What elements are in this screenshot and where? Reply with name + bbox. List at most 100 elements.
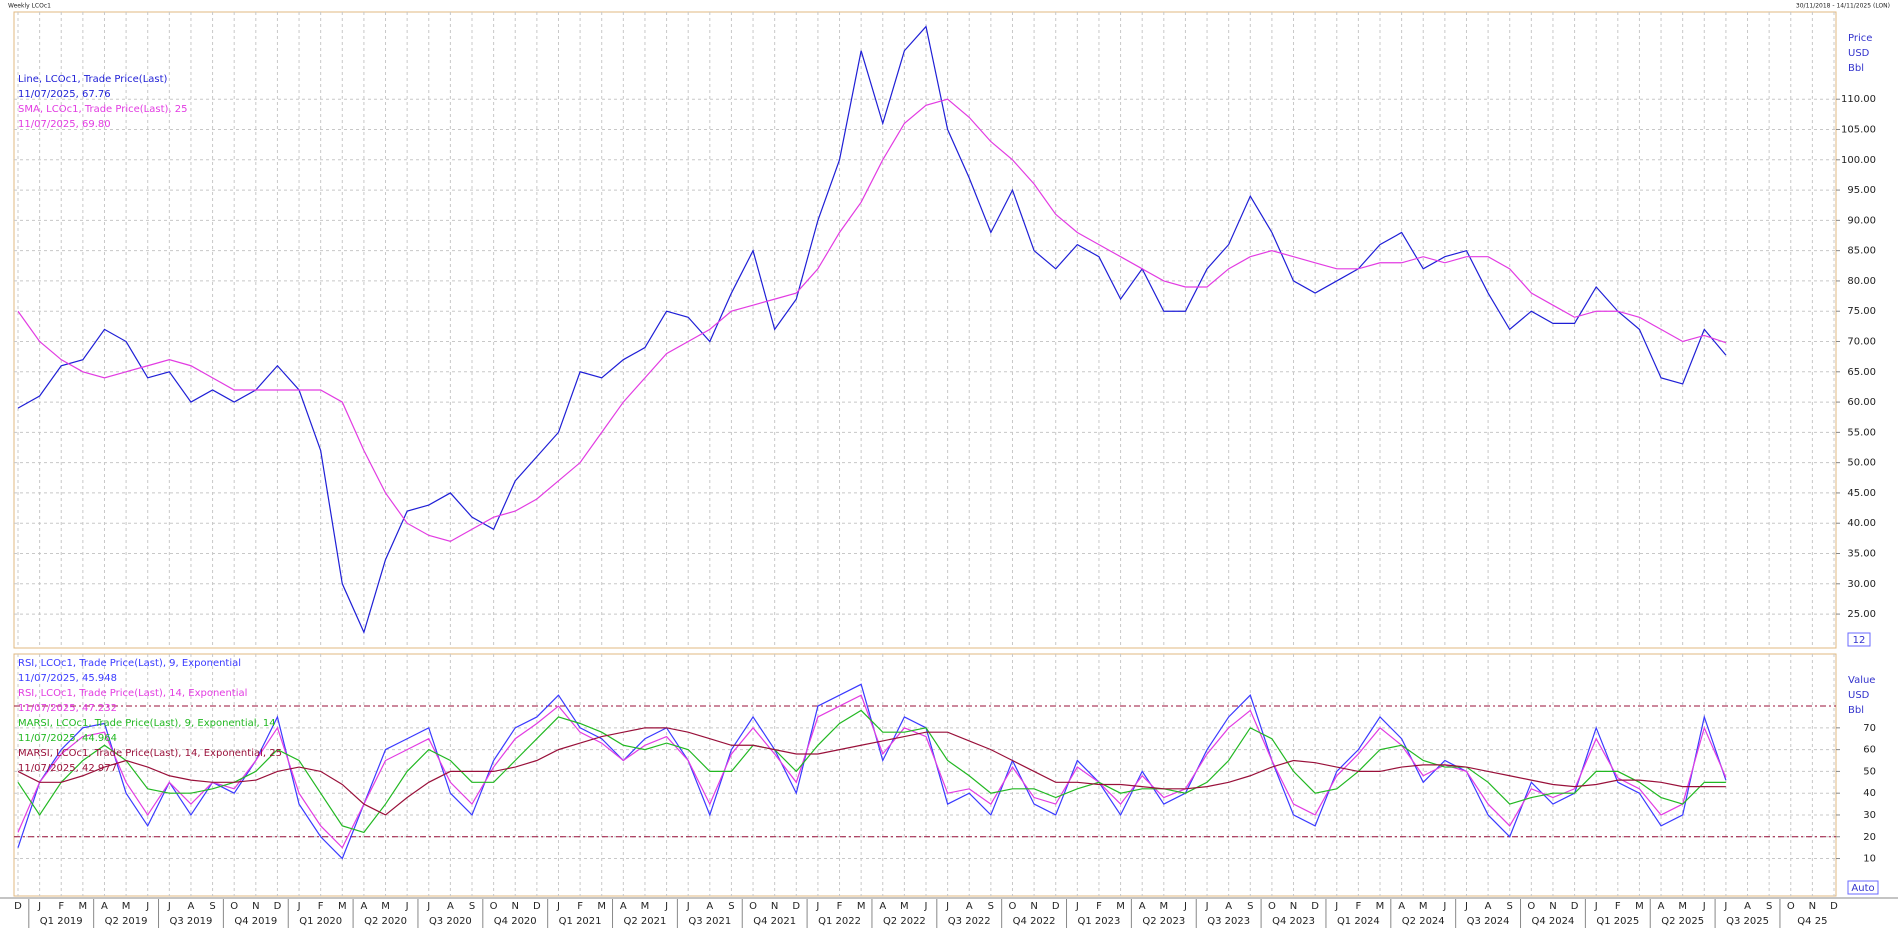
- y-tick-label: 10: [1863, 854, 1876, 865]
- scale-box-label[interactable]: 12: [1853, 635, 1866, 646]
- month-label: D: [792, 901, 800, 912]
- month-label: O: [1527, 901, 1535, 912]
- auto-box[interactable]: [1847, 880, 1879, 895]
- y-tick-label: 50: [1863, 766, 1876, 777]
- month-label: M: [597, 901, 606, 912]
- legend-last: 11/07/2025, 47.232: [18, 703, 117, 714]
- quarter-label: Q4 2024: [1532, 916, 1575, 927]
- month-label: S: [1766, 901, 1772, 912]
- month-label: M: [79, 901, 88, 912]
- month-label: J: [405, 901, 409, 912]
- y-tick-label: 50.00: [1847, 458, 1876, 469]
- month-label: A: [1398, 901, 1405, 912]
- month-label: F: [58, 901, 64, 912]
- series-line: [17, 25, 1727, 634]
- month-label: A: [1225, 901, 1232, 912]
- month-label: F: [1355, 901, 1361, 912]
- month-label: M: [900, 901, 909, 912]
- month-label: M: [381, 901, 390, 912]
- legend-name: MARSI, LCOc1, Trade Price(Last), 14, Exp…: [18, 748, 282, 759]
- month-label: F: [837, 901, 843, 912]
- quarter-label: Q1 2020: [299, 916, 342, 927]
- quarter-label: Q2 2021: [624, 916, 667, 927]
- y-tick-label: 45.00: [1847, 488, 1876, 499]
- month-label: A: [1658, 901, 1665, 912]
- month-label: J: [945, 901, 949, 912]
- quarter-label: Q4 2023: [1272, 916, 1315, 927]
- y-tick-label: 110.00: [1841, 94, 1876, 105]
- month-label: J: [145, 901, 149, 912]
- month-label: J: [924, 901, 928, 912]
- quarter-label: Q1 2025: [1596, 916, 1639, 927]
- month-label: O: [230, 901, 238, 912]
- price-panel-frame: [13, 11, 1837, 649]
- quarter-label: Q2 2020: [364, 916, 407, 927]
- y-axis-title: Bbl: [1848, 63, 1864, 74]
- month-label: M: [338, 901, 347, 912]
- quarter-label: Q2 2024: [1402, 916, 1445, 927]
- month-label: D: [1311, 901, 1319, 912]
- month-label: J: [1442, 901, 1446, 912]
- month-label: O: [1009, 901, 1017, 912]
- quarter-label: Q1 2021: [559, 916, 602, 927]
- series-line: [17, 98, 1727, 543]
- y-tick-label: 40.00: [1847, 518, 1876, 529]
- quarter-label: Q1 2024: [1337, 916, 1380, 927]
- month-label: O: [1268, 901, 1276, 912]
- auto-box-label[interactable]: Auto: [1851, 883, 1874, 894]
- month-label: M: [1419, 901, 1428, 912]
- month-label: N: [1290, 901, 1297, 912]
- scale-box[interactable]: [1847, 632, 1871, 647]
- legend-last: 11/07/2025, 67.76: [18, 89, 111, 100]
- month-label: F: [1615, 901, 1621, 912]
- y-tick-label: 60.00: [1847, 397, 1876, 408]
- month-label: J: [297, 901, 301, 912]
- y-tick-label: 30.00: [1847, 579, 1876, 590]
- series-line: [17, 694, 1727, 849]
- month-label: O: [1787, 901, 1795, 912]
- month-label: J: [815, 901, 819, 912]
- month-label: F: [318, 901, 324, 912]
- month-label: N: [1549, 901, 1556, 912]
- month-label: N: [511, 901, 518, 912]
- series-line: [17, 709, 1726, 834]
- y-tick-label: 90.00: [1847, 215, 1876, 226]
- y-tick-label: 95.00: [1847, 185, 1876, 196]
- legend-last: 11/07/2025, 44.964: [18, 733, 117, 744]
- y-tick-label: 85.00: [1847, 246, 1876, 257]
- month-label: A: [188, 901, 195, 912]
- month-label: A: [447, 901, 454, 912]
- y-axis-title: USD: [1848, 690, 1870, 701]
- quarter-label: Q2 2019: [105, 916, 148, 927]
- month-label: D: [1052, 901, 1060, 912]
- month-label: A: [1139, 901, 1146, 912]
- month-label: J: [1464, 901, 1468, 912]
- y-tick-label: 65.00: [1847, 367, 1876, 378]
- y-tick-label: 80.00: [1847, 276, 1876, 287]
- quarter-label: Q3 2025: [1726, 916, 1769, 927]
- month-label: M: [857, 901, 866, 912]
- y-tick-label: 55.00: [1847, 427, 1876, 438]
- month-label: M: [1678, 901, 1687, 912]
- month-label: S: [1247, 901, 1253, 912]
- legend-name: SMA, LCOc1, Trade Price(Last), 25: [18, 104, 187, 115]
- quarter-label: Q3 2019: [170, 916, 213, 927]
- month-label: A: [101, 901, 108, 912]
- month-label: F: [577, 901, 583, 912]
- month-label: M: [1376, 901, 1385, 912]
- rsi-panel-frame: [13, 653, 1837, 897]
- month-label: O: [490, 901, 498, 912]
- quarter-label: Q4 2020: [494, 916, 537, 927]
- month-label: M: [122, 901, 131, 912]
- month-label: S: [728, 901, 734, 912]
- month-label: F: [1096, 901, 1102, 912]
- quarter-label: Q3 2023: [1207, 916, 1250, 927]
- quarter-label: Q1 2023: [1078, 916, 1121, 927]
- legend-name: RSI, LCOc1, Trade Price(Last), 9, Expone…: [18, 658, 241, 669]
- month-label: M: [1116, 901, 1125, 912]
- month-label: A: [706, 901, 713, 912]
- y-tick-label: 75.00: [1847, 306, 1876, 317]
- month-label: D: [533, 901, 541, 912]
- legend-name: RSI, LCOc1, Trade Price(Last), 14, Expon…: [18, 688, 247, 699]
